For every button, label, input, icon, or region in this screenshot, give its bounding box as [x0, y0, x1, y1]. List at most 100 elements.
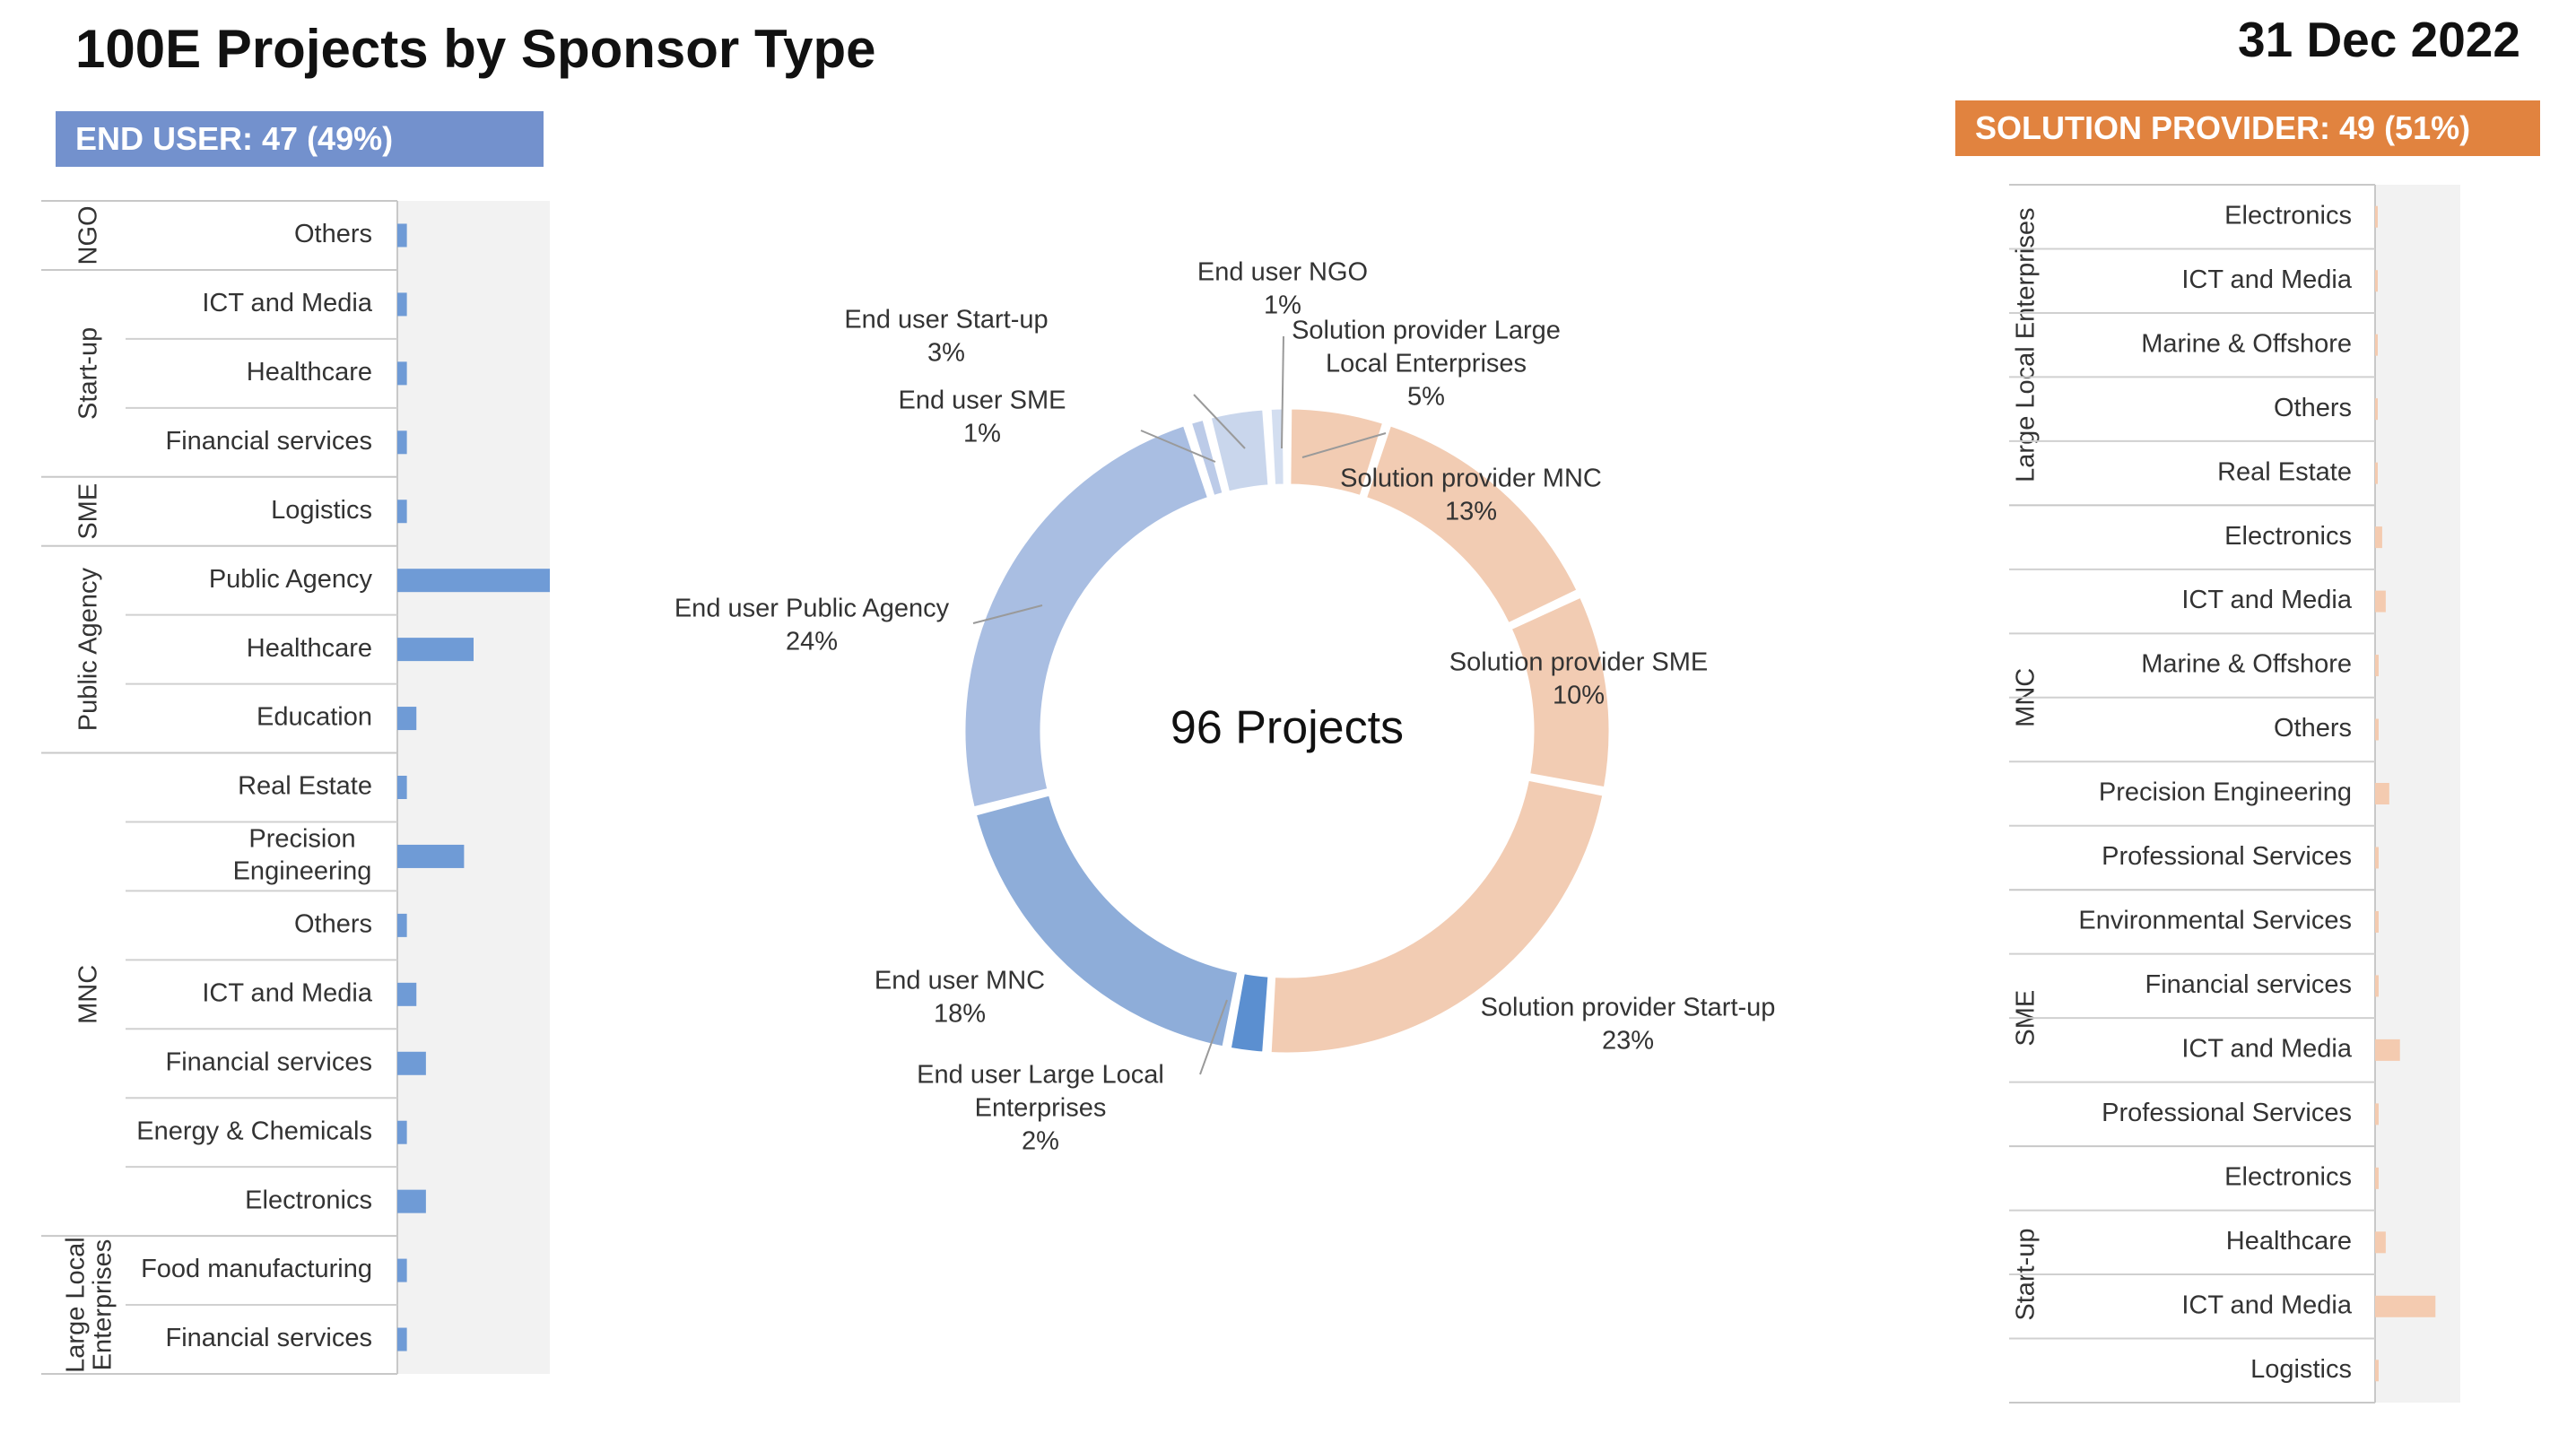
slice-percent-label: 18% — [934, 1000, 986, 1029]
bar-mnc-marine-offshore — [2375, 655, 2379, 677]
report-date: 31 Dec 2022 — [2238, 12, 2520, 67]
slice-percent-label: 13% — [1445, 498, 1497, 526]
category-label: Professional Services — [2102, 1099, 2352, 1127]
bar-public-agency-education — [397, 707, 417, 731]
category-label: Healthcare — [2226, 1227, 2352, 1256]
category-label: Electronics — [2224, 1162, 2352, 1191]
donut-slice-end-user-ngo — [1268, 406, 1286, 487]
slice-name-label: Solution provider Start-up — [1481, 994, 1776, 1022]
slice-percent-label: 3% — [927, 339, 965, 368]
bar-ngo-others — [397, 223, 407, 248]
bar-start-up-ict-and-media — [397, 292, 407, 317]
bar-mnc-ict-and-media — [2375, 590, 2386, 613]
group-label-large-local-enterprises: Large Local — [62, 1237, 91, 1373]
leader-line — [1301, 432, 1387, 458]
bar-mnc-financial-services — [397, 1051, 426, 1075]
donut-slice-end-user-mnc — [973, 793, 1240, 1049]
leader-line — [972, 604, 1043, 624]
bar-mnc-electronics — [397, 1189, 426, 1213]
bar-mnc-ict-and-media — [397, 982, 417, 1006]
category-label: Engineering — [233, 857, 372, 886]
category-label: Financial services — [166, 427, 372, 456]
category-label: Others — [2274, 714, 2352, 743]
bar-public-agency-healthcare — [397, 638, 474, 662]
bar-start-up-electronics — [2375, 1167, 2379, 1189]
category-label: Others — [294, 220, 372, 248]
category-label: Marine & Offshore — [2141, 650, 2352, 679]
category-label: Electronics — [2224, 522, 2352, 551]
slice-percent-label: 23% — [1602, 1027, 1654, 1056]
slice-name-label: End user Public Agency — [674, 595, 950, 623]
bar-mnc-precision-engineering — [2375, 783, 2389, 804]
donut-slice-solution-provider-sme — [1509, 595, 1612, 790]
donut-slice-solution-provider-mnc — [1363, 422, 1580, 626]
category-label: Healthcare — [247, 358, 372, 387]
slice-percent-label: 5% — [1407, 383, 1445, 412]
bar-large-local-enterprises-real-estate — [2375, 462, 2378, 484]
group-label-mnc: MNC — [74, 965, 103, 1024]
bar-sme-professional-services — [2375, 1103, 2379, 1125]
end-user-banner-label: END USER: 47 (49%) — [75, 120, 394, 157]
slice-percent-label: 1% — [1264, 291, 1301, 320]
slice-name-label: End user Start-up — [844, 306, 1048, 335]
bar-mnc-professional-services — [2375, 847, 2379, 869]
bar-mnc-precision-engineering — [397, 844, 465, 868]
slice-name-label: End user NGO — [1197, 258, 1368, 287]
bar-mnc-others — [397, 913, 407, 937]
group-label-ngo: NGO — [74, 205, 103, 265]
group-label-sme: SME — [74, 483, 103, 540]
donut-slice-end-user-large-local-enterprises — [1228, 970, 1271, 1055]
category-label: Electronics — [2224, 201, 2352, 230]
bar-large-local-enterprises-food-manufacturing — [397, 1258, 407, 1282]
donut-slice-end-user-public-agency — [962, 422, 1211, 810]
slice-name-label: Solution provider SME — [1449, 648, 1709, 677]
sponsor-donut-chart-svg: Solution provider Large Local Enterprises… — [674, 258, 1776, 1156]
bar-mnc-electronics — [2375, 526, 2382, 549]
category-label: ICT and Media — [202, 289, 373, 317]
slice-percent-label: 10% — [1553, 682, 1605, 710]
plot-area — [397, 201, 550, 1374]
slice-percent-label: 24% — [786, 628, 838, 656]
end-user-bar-chart: NGO Others Start-up ICT and Media Healthcare… — [0, 0, 574, 1434]
slice-name-label: Local Enterprises — [1326, 350, 1527, 378]
group-label-large-local-enterprises: Large Local Enterprises — [2012, 208, 2041, 482]
slice-name-label: End user Large Local — [917, 1061, 1164, 1090]
category-label: Electronics — [245, 1186, 372, 1214]
category-label: Financial services — [166, 1324, 372, 1352]
bar-start-up-healthcare — [397, 361, 407, 386]
category-label: Professional Services — [2102, 842, 2352, 871]
bar-sme-ict-and-media — [2375, 1039, 2400, 1061]
category-label: Marine & Offshore — [2141, 329, 2352, 358]
category-label: ICT and Media — [2181, 1291, 2353, 1319]
bar-sme-environmental-services — [2375, 910, 2379, 933]
category-label: Precision Engineering — [2099, 778, 2352, 807]
bar-sme-financial-services — [2375, 975, 2379, 997]
bar-sme-logistics — [397, 500, 407, 524]
group-label-start-up: Start-up — [74, 327, 103, 420]
category-label: Education — [257, 703, 372, 732]
bar-mnc-real-estate — [397, 776, 407, 799]
category-label: ICT and Media — [2181, 586, 2353, 614]
slice-name-label: End user MNC — [875, 967, 1045, 995]
page-title: 100E Projects by Sponsor Type — [75, 19, 876, 79]
leader-line — [1199, 999, 1228, 1075]
bar-public-agency-public-agency — [397, 569, 550, 593]
donut-center-label: 96 Projects — [1171, 702, 1404, 754]
bar-start-up-logistics — [2375, 1360, 2379, 1382]
leader-line — [1193, 394, 1246, 449]
solution-provider-bar-chart-svg: Large Local Enterprises Electronics ICT an… — [2009, 184, 2460, 1404]
donut-slice-solution-provider-start-up — [1268, 778, 1606, 1056]
slice-name-label: Solution provider MNC — [1340, 465, 1602, 493]
leader-line — [1140, 430, 1216, 463]
bar-mnc-others — [2375, 718, 2379, 741]
category-label: Financial services — [166, 1047, 372, 1076]
category-label: Logistics — [2250, 1355, 2352, 1384]
bar-start-up-healthcare — [2375, 1231, 2386, 1254]
group-label-large-local-enterprises-2: Enterprises — [89, 1239, 117, 1371]
category-label: Logistics — [271, 496, 372, 525]
category-label: Others — [2274, 394, 2352, 422]
solution-provider-bar-chart: Large Local Enterprises Electronics ICT an… — [1973, 0, 2576, 1434]
bar-large-local-enterprises-ict-and-media — [2375, 270, 2378, 292]
category-label: Others — [294, 910, 372, 939]
category-label: Environmental Services — [2078, 907, 2352, 935]
